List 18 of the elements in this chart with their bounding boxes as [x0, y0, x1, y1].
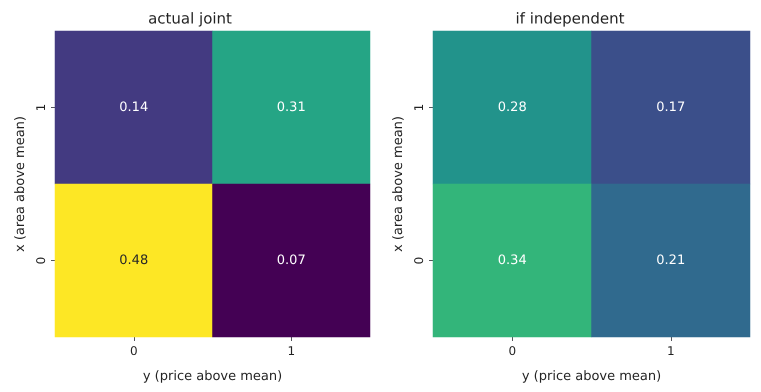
data-label: 0.21: [656, 253, 686, 268]
chart-title: if independent: [515, 10, 625, 28]
data-label: 0.17: [656, 100, 686, 115]
chart-title: actual joint: [148, 10, 232, 28]
data-label: 0.07: [276, 253, 306, 268]
x-tick-label: 0: [508, 344, 516, 358]
data-label: 0.28: [498, 100, 527, 115]
x-tick-label: 1: [287, 344, 296, 358]
data-label: 0.34: [498, 253, 527, 268]
x-tick-label: 0: [130, 344, 138, 358]
data-label: 0.31: [276, 100, 306, 115]
y-axis-title: x (area above mean): [13, 116, 28, 252]
x-tick-label: 1: [666, 344, 675, 358]
data-label: 0.48: [119, 253, 148, 268]
y-axis-title: x (area above mean): [391, 116, 406, 252]
data-label: 0.14: [119, 100, 148, 115]
x-axis-title: y (price above mean): [142, 369, 282, 384]
x-axis-title: y (price above mean): [522, 369, 662, 384]
